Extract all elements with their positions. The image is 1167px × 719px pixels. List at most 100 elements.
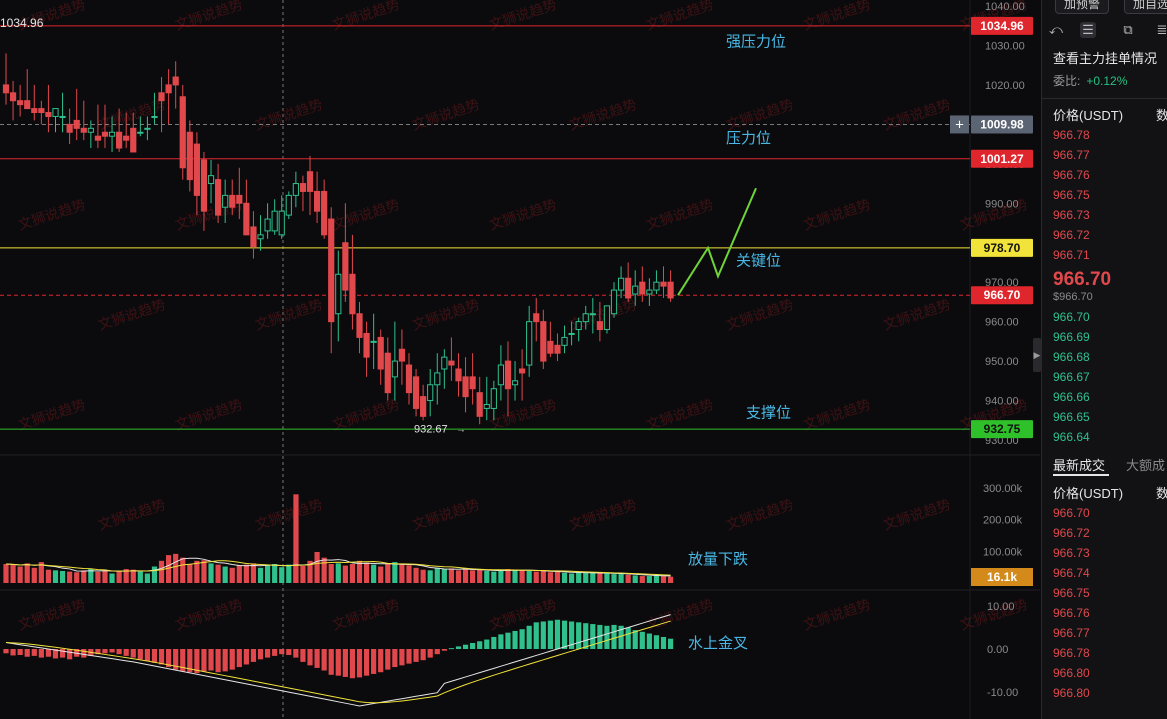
volume-bar — [45, 569, 52, 583]
candle-body — [9, 92, 17, 102]
ask-row[interactable]: 966.71 — [1053, 248, 1090, 262]
volume-bar — [632, 575, 638, 583]
main-orders-title[interactable]: 查看主力挂单情况 — [1053, 51, 1158, 66]
level-annotation: 压力位 — [726, 130, 771, 147]
volume-bar — [293, 494, 299, 583]
trade-row[interactable]: 966.78 — [1053, 646, 1090, 660]
macd-bar — [569, 621, 575, 649]
candle-body — [363, 332, 370, 358]
volume-bar — [307, 560, 313, 583]
ask-row[interactable]: 966.75 — [1053, 188, 1090, 202]
trade-row[interactable]: 966.75 — [1053, 586, 1090, 600]
bid-row[interactable]: 966.64 — [1053, 430, 1090, 444]
macd-annotation: 水上金叉 — [688, 635, 748, 652]
bid-row[interactable]: 966.65 — [1053, 410, 1090, 424]
trade-row[interactable]: 966.76 — [1053, 606, 1090, 620]
trade-row[interactable]: 966.74 — [1053, 566, 1090, 580]
volume-bar — [561, 572, 568, 583]
volume-bar — [385, 564, 391, 583]
volume-bar — [229, 567, 235, 583]
candle-body — [504, 360, 512, 390]
macd-bar — [434, 649, 440, 655]
trade-row[interactable]: 966.80 — [1053, 686, 1090, 700]
candle-body — [554, 344, 561, 354]
volume-bar — [441, 569, 447, 583]
ask-row[interactable]: 966.72 — [1053, 228, 1090, 242]
macd-bar — [158, 649, 165, 665]
candle-body — [215, 179, 222, 216]
macd-bar — [363, 649, 370, 676]
watermark-text: 文狮说趋势 — [567, 96, 639, 133]
price-badge-bg — [971, 16, 1033, 35]
ask-row[interactable]: 966.76 — [1053, 168, 1090, 182]
candle-body — [639, 281, 646, 295]
trade-row[interactable]: 966.80 — [1053, 666, 1090, 680]
bid-row[interactable]: 966.68 — [1053, 350, 1090, 364]
bid-row[interactable]: 966.67 — [1053, 370, 1090, 384]
watermark-text: 文狮说趋势 — [487, 0, 559, 33]
bid-row[interactable]: 966.70 — [1053, 310, 1090, 324]
volume-bar — [264, 565, 271, 583]
volume-bar — [639, 576, 645, 583]
add-alert-button[interactable]: 加预警 — [1055, 0, 1110, 14]
panel-collapse-handle[interactable]: ▶ — [1033, 338, 1041, 372]
candle-body — [646, 289, 653, 295]
volume-bar — [24, 563, 30, 583]
price-badge-bg — [971, 238, 1033, 257]
watermark-text: 文狮说趋势 — [487, 596, 559, 633]
ask-row[interactable]: 966.77 — [1053, 148, 1090, 162]
bid-row[interactable]: 966.66 — [1053, 390, 1090, 404]
candle-body — [596, 321, 603, 331]
copy-icon[interactable]: ⧉ — [1123, 22, 1133, 37]
trade-row[interactable]: 966.77 — [1053, 626, 1090, 640]
trade-row[interactable]: 966.72 — [1053, 526, 1090, 540]
volume-bar — [477, 569, 483, 583]
ask-row[interactable]: 966.73 — [1053, 208, 1090, 222]
macd-bar — [441, 649, 447, 651]
volume-bar — [505, 569, 511, 583]
add-level-button[interactable]: + — [950, 115, 969, 133]
volume-bar — [180, 557, 186, 583]
volume-bar — [526, 570, 532, 583]
ask-row[interactable]: 966.78 — [1053, 128, 1090, 142]
watermark-text: 文狮说趋势 — [644, 0, 716, 33]
candle-body — [144, 127, 151, 130]
volume-bar — [81, 570, 87, 583]
trade-row[interactable]: 966.70 — [1053, 506, 1090, 520]
candle-body — [24, 100, 31, 110]
candlestick-chart[interactable]: 文狮说趋势 文狮说趋势 文狮说趋势 文狮说趋势 文狮说趋势 文狮说趋势 文狮说趋势文狮说趋势… — [0, 0, 1040, 719]
candle-body — [667, 281, 674, 299]
macd-bar — [166, 649, 172, 668]
tab-large-trades[interactable]: 大额成 — [1126, 458, 1166, 473]
projection-path — [677, 187, 757, 296]
macd-bar — [229, 649, 235, 670]
watermark-text: 文狮说趋势 — [567, 496, 639, 533]
volume-bar — [272, 564, 278, 583]
volume-bar — [243, 564, 249, 583]
tab-latest-trades[interactable]: 最新成交 — [1053, 458, 1106, 473]
back-icon[interactable]: ⤺ — [1049, 22, 1063, 37]
trade-row[interactable]: 966.73 — [1053, 546, 1090, 560]
candle-body — [278, 210, 285, 236]
macd-bar — [611, 624, 617, 649]
bid-row[interactable]: 966.69 — [1053, 330, 1090, 344]
watermark-text: 文狮说趋势 — [724, 96, 796, 133]
volume-bar — [413, 567, 419, 583]
watermark-text: 文狮说趋势 — [801, 396, 873, 433]
candle-body — [17, 100, 24, 106]
list-icon[interactable]: ≣ — [1156, 22, 1167, 37]
macd-bar — [300, 649, 306, 662]
volume-bar — [470, 570, 476, 583]
price-badge-label: 932.75 — [984, 422, 1021, 436]
add-favorite-button[interactable]: 加自选 — [1124, 0, 1167, 14]
candle-body — [306, 171, 314, 192]
macd-bar — [130, 649, 136, 658]
candle-body — [617, 277, 625, 291]
layout-icon[interactable]: ☰ — [1080, 22, 1096, 38]
volume-bar — [392, 562, 398, 583]
macd-bar — [17, 649, 23, 656]
macd-bar — [144, 649, 150, 662]
chart-area[interactable]: 文狮说趋势 文狮说趋势 文狮说趋势 文狮说趋势 文狮说趋势 文狮说趋势 文狮说趋势 文狮说趋势… — [0, 0, 1040, 719]
volume-bar — [462, 569, 469, 583]
candle-body — [151, 115, 158, 118]
